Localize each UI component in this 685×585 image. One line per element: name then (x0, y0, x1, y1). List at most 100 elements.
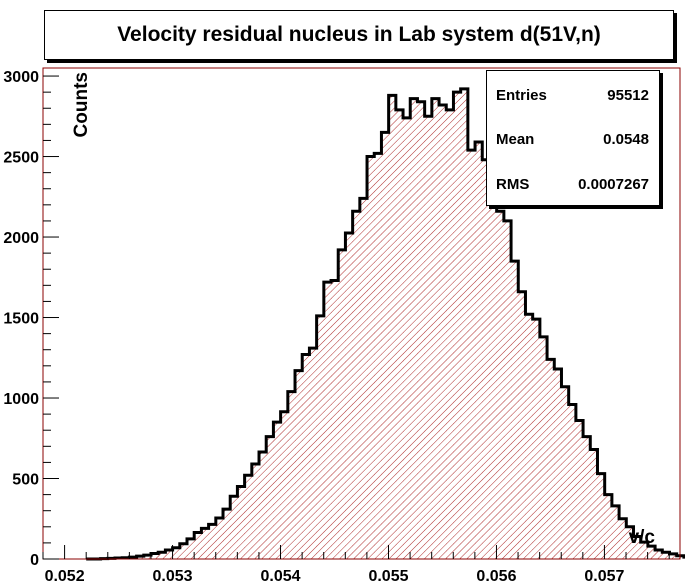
stats-mean-value: 0.0548 (603, 131, 649, 148)
histogram-bin (381, 132, 390, 560)
histogram-bin (496, 211, 505, 560)
histogram-bin (597, 473, 606, 559)
y-tick-label: 500 (12, 472, 39, 489)
histogram-bin (143, 555, 152, 559)
histogram-bin (633, 536, 642, 559)
y-axis: 0 500 1000 1500 2000 2500 3000 (3, 69, 59, 569)
histogram-bin (374, 153, 382, 560)
histogram-bin (388, 95, 397, 559)
stats-mean-row: Mean 0.0548 (496, 131, 649, 151)
x-tick-label: 0.053 (153, 568, 193, 585)
histogram-bin (655, 549, 663, 559)
histogram-bin (158, 552, 166, 559)
histogram-bin (575, 420, 584, 559)
histogram-bin (662, 552, 670, 559)
stats-rms-value: 0.0007267 (578, 176, 649, 193)
y-tick-label: 1000 (3, 391, 39, 408)
histogram-bin (453, 92, 462, 560)
histogram-bin (403, 117, 411, 560)
histogram-bin (280, 411, 289, 559)
histogram-bin (539, 336, 548, 559)
histogram-bin (475, 142, 483, 559)
histogram-bin (208, 524, 217, 559)
histogram-bin (244, 475, 253, 559)
histogram-bin (568, 404, 577, 559)
histogram-bin (482, 159, 490, 559)
histogram-bin (424, 116, 433, 560)
histogram-bin (316, 315, 325, 559)
histogram-bin (187, 538, 195, 559)
histogram-bin (331, 280, 339, 559)
histogram-bin (273, 422, 282, 559)
histogram-bin (511, 261, 519, 559)
histogram-bin (367, 156, 375, 559)
histogram-bin (410, 98, 418, 559)
histogram-outline (86, 87, 685, 561)
histogram-bin (295, 370, 303, 559)
histogram-bin (669, 553, 678, 559)
histogram-bin (237, 486, 246, 559)
histogram-bin (230, 496, 238, 559)
histogram-bin (165, 549, 174, 559)
x-tick-label: 0.056 (476, 568, 516, 585)
histogram-bin (547, 359, 555, 559)
histogram-bin (359, 198, 368, 559)
histogram-bin (604, 494, 613, 559)
histogram-bin (503, 220, 512, 559)
histogram-bin (489, 195, 498, 559)
histogram-bin (179, 543, 188, 559)
histogram-bin (561, 386, 570, 559)
x-tick-label: 0.054 (261, 568, 301, 585)
histogram-bin (640, 542, 649, 559)
histogram-bin (554, 369, 562, 559)
histogram-bin (223, 509, 231, 559)
histogram-bin (611, 505, 620, 559)
histogram-bin (287, 391, 296, 559)
histogram-bin (309, 348, 318, 559)
stats-rms-row: RMS 0.0007267 (496, 176, 649, 196)
histogram-bin (431, 98, 440, 559)
histogram-bin (525, 314, 534, 559)
y-tick-label: 1500 (3, 311, 39, 328)
x-tick-label: 0.055 (368, 568, 408, 585)
x-axis-title: v/c (629, 527, 656, 548)
y-axis-title: Counts (71, 72, 92, 137)
stats-mean-label: Mean (496, 131, 535, 148)
histogram-bin (460, 88, 469, 560)
histogram-bin (395, 109, 404, 559)
plot-frame (42, 67, 681, 560)
x-axis: 0.052 0.053 0.054 0.055 0.056 0.057 (42, 545, 670, 585)
histogram-bin (345, 233, 354, 560)
histogram-bin (446, 109, 454, 559)
chart-title: Velocity residual nucleus in Lab system … (117, 23, 601, 46)
histogram-bin (259, 451, 267, 559)
histogram-bin (338, 249, 346, 559)
histogram-bin (583, 436, 591, 559)
stats-entries-value: 95512 (607, 87, 649, 104)
histogram-bin (194, 532, 202, 559)
histogram-bin (266, 436, 274, 559)
y-tick-label: 3000 (3, 69, 39, 86)
histogram-bin (150, 553, 159, 559)
histogram-bin (518, 291, 526, 559)
histogram-bars (100, 88, 685, 560)
histogram-bin (417, 101, 426, 560)
stats-rms-label: RMS (496, 176, 530, 193)
histogram-bin (626, 526, 634, 559)
histogram-bin (590, 449, 598, 559)
stats-entries-label: Entries (496, 87, 547, 104)
histogram-bin (439, 105, 447, 559)
stats-box: Entries 95512 Mean 0.0548 RMS 0.0007267 (486, 70, 660, 206)
histogram-bin (323, 282, 332, 559)
stats-entries-row: Entries 95512 (496, 87, 649, 107)
histogram-bin (201, 528, 210, 559)
histogram-bin (467, 150, 476, 560)
y-tick-label: 2000 (3, 230, 39, 247)
x-tick-label: 0.057 (584, 568, 624, 585)
histogram-bin (619, 518, 627, 559)
histogram-bin (172, 547, 181, 559)
histogram-bin (647, 546, 656, 559)
y-tick-label: 0 (30, 552, 39, 569)
histogram-bin (215, 517, 224, 559)
